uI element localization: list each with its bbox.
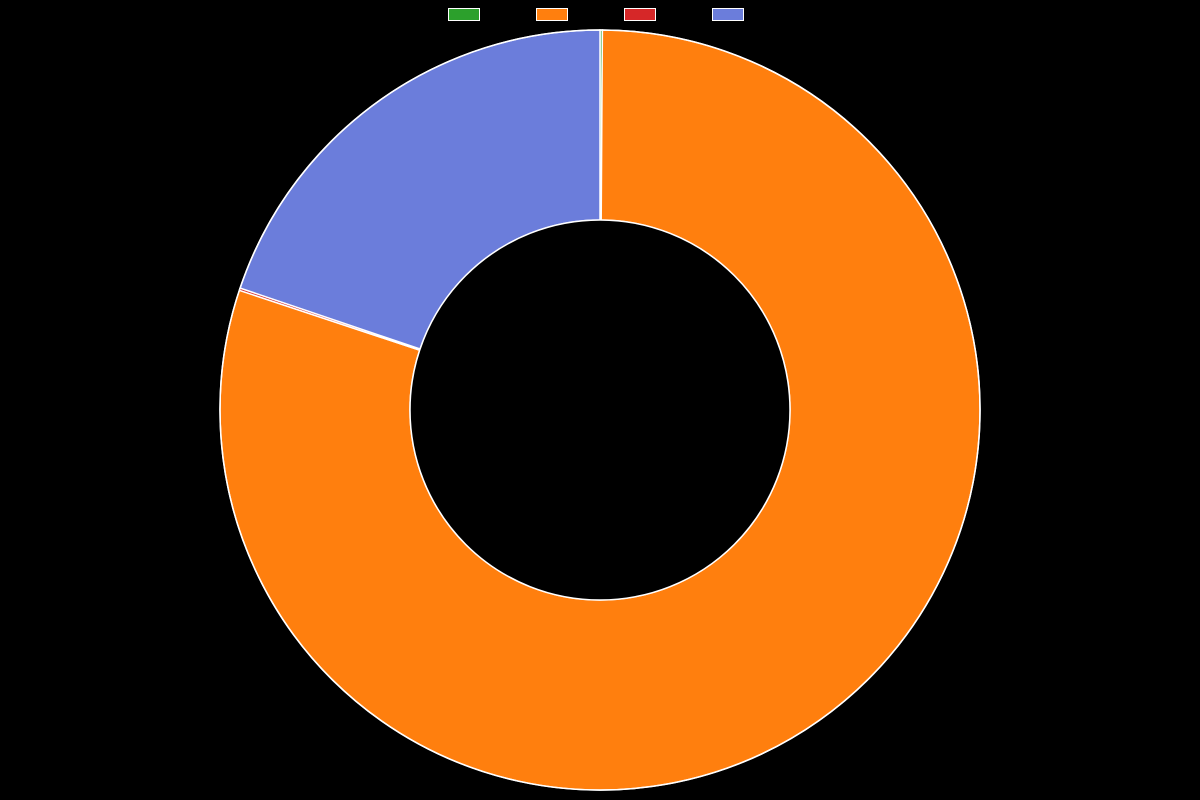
chart-stage [0, 0, 1200, 800]
donut-hole [410, 220, 790, 600]
donut-chart [0, 0, 1200, 800]
